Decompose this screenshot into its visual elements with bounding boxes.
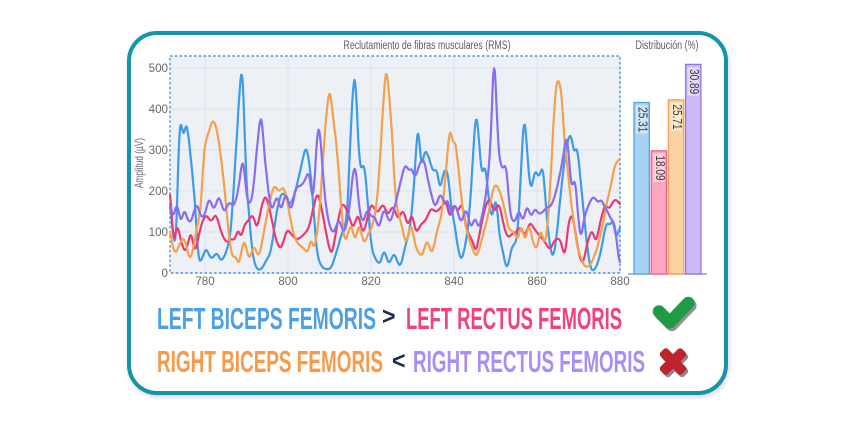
svg-text:RIGHT RECTUS FEMORIS: RIGHT RECTUS FEMORIS	[413, 344, 645, 379]
svg-text:Reclutamiento de fibras muscul: Reclutamiento de fibras musculares (RMS)	[344, 40, 511, 52]
svg-text:400: 400	[149, 103, 168, 116]
svg-text:820: 820	[361, 275, 380, 288]
svg-text:100: 100	[149, 226, 168, 239]
svg-text:200: 200	[149, 185, 168, 198]
svg-text:300: 300	[149, 144, 168, 157]
svg-text:500: 500	[149, 62, 168, 75]
svg-text:>: >	[382, 302, 396, 330]
svg-text:RIGHT BICEPS FEMORIS: RIGHT BICEPS FEMORIS	[157, 344, 383, 379]
svg-text:860: 860	[527, 275, 546, 288]
svg-text:<: <	[392, 347, 406, 375]
svg-text:25.31: 25.31	[636, 107, 650, 132]
svg-text:880: 880	[610, 275, 629, 288]
svg-text:0: 0	[162, 267, 168, 280]
svg-text:800: 800	[278, 275, 297, 288]
svg-text:840: 840	[444, 275, 463, 288]
svg-text:25.71: 25.71	[670, 104, 684, 129]
svg-text:30.89: 30.89	[687, 69, 701, 94]
svg-text:18.09: 18.09	[653, 155, 667, 180]
svg-text:Distribución (%): Distribución (%)	[636, 40, 699, 52]
svg-text:LEFT BICEPS FEMORIS: LEFT BICEPS FEMORIS	[157, 301, 376, 336]
svg-text:780: 780	[195, 275, 214, 288]
svg-text:LEFT RECTUS FEMORIS: LEFT RECTUS FEMORIS	[406, 301, 622, 336]
svg-text:Amplitud (µV): Amplitud (µV)	[133, 138, 146, 188]
